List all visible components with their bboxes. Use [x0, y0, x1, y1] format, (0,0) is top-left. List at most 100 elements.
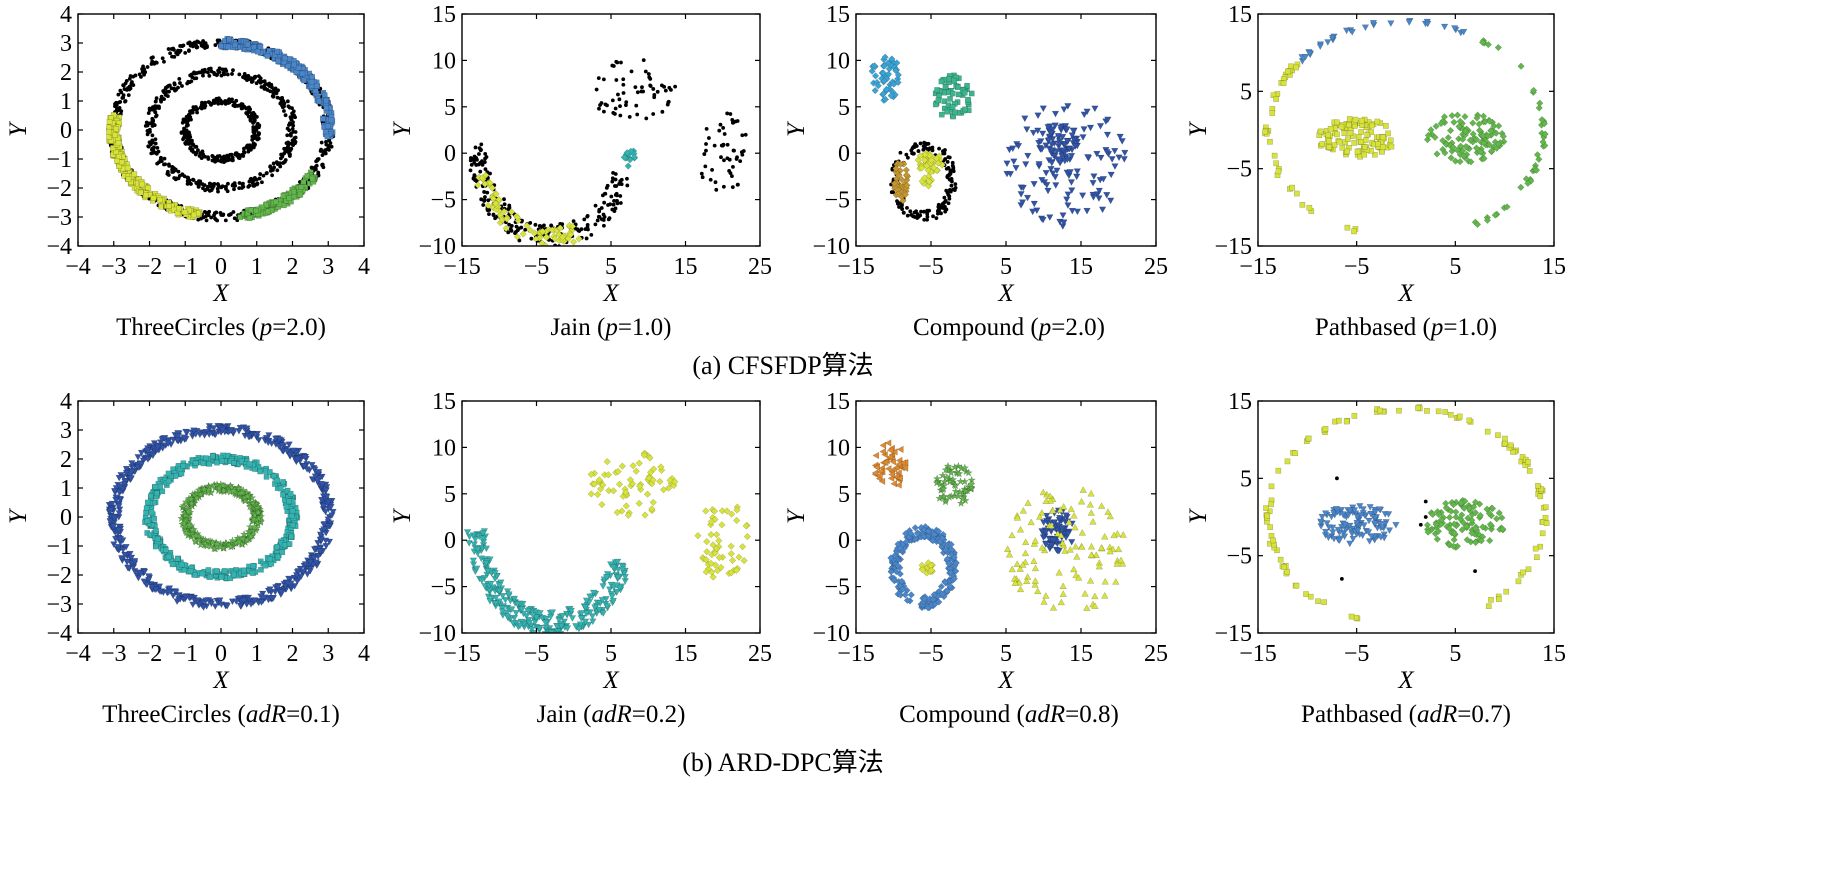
data-point — [635, 499, 643, 507]
data-point — [941, 98, 948, 105]
data-point — [243, 491, 252, 500]
data-point — [611, 202, 616, 207]
data-point — [283, 579, 291, 587]
data-point — [942, 200, 947, 205]
data-point — [139, 181, 145, 188]
data-point — [303, 571, 312, 578]
data-point — [610, 98, 615, 103]
data-point — [193, 152, 198, 157]
data-point — [199, 604, 208, 611]
data-point — [728, 556, 737, 565]
data-point — [195, 107, 200, 112]
data-point — [912, 144, 917, 149]
data-point — [180, 172, 185, 177]
data-point — [165, 171, 170, 176]
data-point — [234, 537, 244, 546]
data-point — [1275, 168, 1282, 175]
data-point — [901, 190, 910, 199]
data-point — [152, 586, 160, 594]
data-point — [308, 79, 315, 85]
data-point — [887, 92, 895, 100]
data-point — [1338, 123, 1345, 130]
data-point — [1273, 96, 1279, 102]
data-point — [207, 181, 212, 186]
data-point — [116, 92, 121, 97]
data-point — [313, 83, 320, 89]
data-point — [183, 142, 188, 146]
data-point — [1120, 156, 1128, 163]
data-point — [714, 187, 719, 192]
x-tick-label: 2 — [287, 254, 299, 280]
y-tick-label: 10 — [826, 48, 850, 74]
data-point — [1483, 216, 1492, 224]
data-point — [188, 115, 193, 120]
data-point — [1048, 141, 1056, 149]
data-point — [505, 591, 513, 598]
data-point — [172, 81, 177, 86]
data-point — [214, 73, 219, 78]
data-point — [151, 515, 158, 522]
data-point — [599, 206, 604, 210]
x-tick-label: 15 — [1542, 254, 1566, 280]
data-point — [170, 165, 175, 169]
data-point — [598, 500, 606, 509]
data-point — [533, 222, 538, 227]
data-point — [930, 148, 935, 153]
data-point — [247, 108, 252, 113]
data-point — [155, 145, 160, 150]
data-point — [291, 61, 297, 68]
x-tick-label: 2 — [287, 641, 299, 667]
data-point — [226, 36, 232, 43]
data-point — [127, 87, 132, 92]
data-point — [725, 156, 730, 161]
data-point — [492, 190, 500, 198]
data-point — [200, 484, 209, 493]
series-0 — [868, 53, 902, 104]
data-point — [1299, 202, 1306, 208]
data-point — [271, 473, 277, 479]
data-point — [495, 195, 503, 204]
data-point — [1532, 166, 1541, 174]
data-point — [249, 569, 256, 576]
data-point — [329, 508, 337, 516]
data-point — [720, 143, 725, 148]
data-point — [1073, 208, 1082, 216]
data-point — [203, 100, 208, 105]
data-point — [625, 176, 629, 181]
data-point — [180, 43, 185, 48]
data-point — [311, 473, 319, 481]
data-point — [1048, 159, 1056, 167]
data-point — [604, 471, 612, 479]
series-0 — [871, 439, 909, 489]
data-point — [1351, 228, 1357, 235]
data-point — [482, 160, 487, 165]
data-point — [594, 87, 599, 92]
data-point — [578, 610, 586, 617]
data-point — [911, 214, 915, 219]
data-point — [207, 600, 216, 608]
data-point — [478, 174, 486, 182]
data-point — [289, 508, 296, 514]
data-point — [934, 87, 940, 93]
data-point — [731, 164, 735, 169]
data-point — [199, 570, 206, 577]
data-point — [230, 183, 235, 188]
data-point — [1387, 20, 1395, 28]
data-point — [905, 213, 910, 218]
data-point — [208, 537, 217, 546]
data-point — [237, 72, 242, 77]
data-point — [1044, 124, 1052, 131]
data-point — [589, 589, 598, 597]
x-tick-label: −15 — [443, 641, 481, 667]
series-4 — [1423, 111, 1508, 166]
data-point — [483, 195, 487, 199]
data-point — [735, 182, 740, 187]
data-point — [244, 41, 251, 48]
data-point — [242, 104, 247, 109]
data-point — [1280, 80, 1287, 86]
data-point — [150, 138, 155, 143]
data-point — [1096, 123, 1105, 130]
data-point — [624, 511, 632, 519]
data-point — [137, 449, 146, 457]
data-point — [144, 499, 151, 506]
